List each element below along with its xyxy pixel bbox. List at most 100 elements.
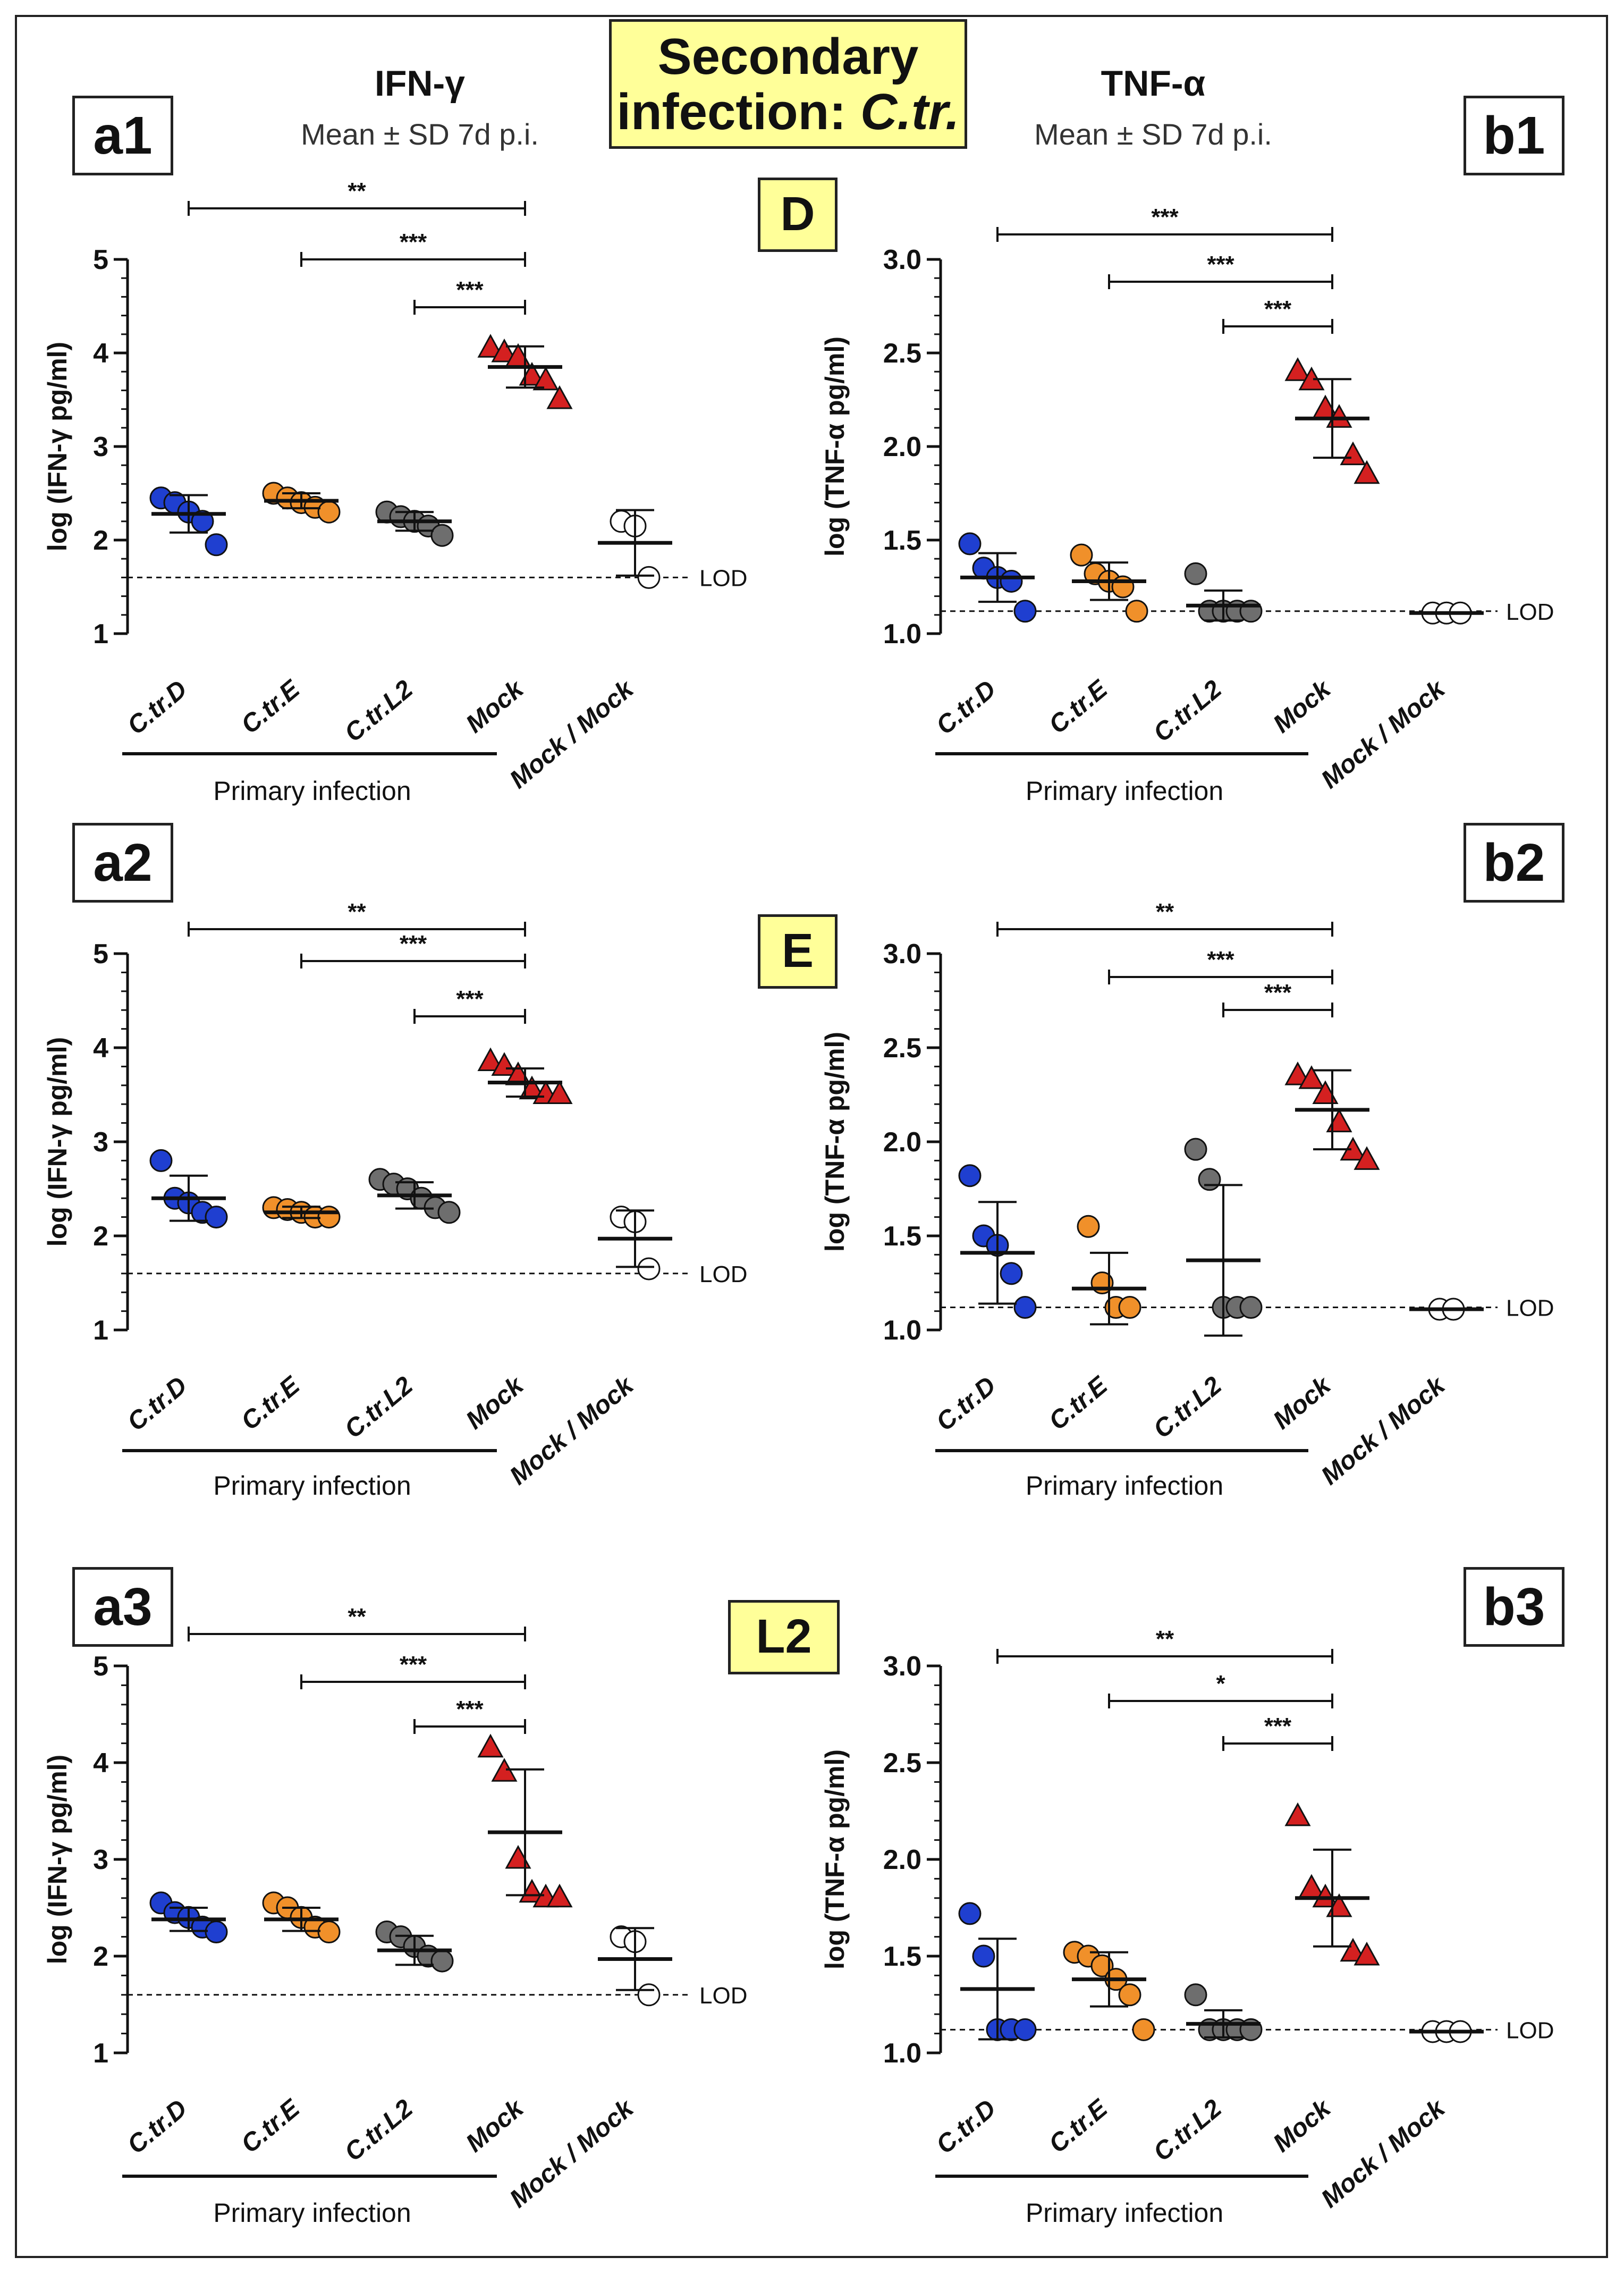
- data-point-triangle: [505, 1845, 531, 1869]
- data-point: [430, 524, 454, 547]
- y-tick-label: 1.0: [883, 619, 921, 650]
- chart-a2: 1 2 3 4 5 log (IFN-γ pg/ml) LOD C.tr.D C.tr.E C.t…: [43, 899, 747, 1501]
- x-category-label: C.tr.L2: [340, 2094, 419, 2167]
- group-label: Primary infection: [213, 2198, 411, 2228]
- x-category-label: C.tr.D: [931, 675, 1001, 740]
- y-tick-label: 3.0: [883, 245, 921, 275]
- panel-label-b1: b1: [1464, 96, 1564, 175]
- y-tick-label: 1: [93, 1315, 108, 1346]
- x-category-label: Mock: [1268, 674, 1337, 738]
- significance-label: *: [1216, 1671, 1225, 1697]
- left-column-subtitle: Mean ± SD 7d p.i.: [301, 117, 539, 151]
- y-tick-label: 2: [93, 1221, 108, 1252]
- data-point: [1090, 1954, 1114, 1977]
- data-point: [972, 1944, 995, 1968]
- panel-label-a3: a3: [72, 1567, 173, 1647]
- panel-label-a2: a2: [72, 823, 173, 903]
- data-point: [1013, 1296, 1037, 1319]
- y-axis-label: log (IFN-γ pg/ml): [43, 1037, 72, 1247]
- chart-a1: 1 2 3 4 5 log (IFN-γ pg/ml) LOD C.tr.D C.tr.E C.t…: [43, 178, 747, 806]
- data-point: [205, 533, 228, 557]
- y-tick-label: 3: [93, 1127, 108, 1158]
- y-axis-label: log (IFN-γ pg/ml): [43, 342, 72, 551]
- lod-label: LOD: [1506, 1295, 1554, 1321]
- chart-b3: 1.0 1.5 2.0 2.5 3.0 log (TNF-α pg/ml) LOD C.tr.…: [820, 1626, 1554, 2228]
- data-point-triangle: [1284, 357, 1311, 381]
- data-point: [1013, 600, 1037, 623]
- y-axis-label: log (IFN-γ pg/ml): [43, 1755, 72, 1964]
- panel-label-a1: a1: [72, 96, 173, 175]
- x-category-label: Mock: [461, 674, 530, 738]
- title-line-2-prefix: infection:: [616, 83, 860, 140]
- significance-label: **: [348, 899, 366, 925]
- title-line-2: infection: C.tr.: [612, 85, 965, 140]
- data-point: [1184, 1138, 1207, 1161]
- data-point-triangle: [1298, 1065, 1325, 1089]
- lod-label: LOD: [699, 1983, 747, 2009]
- data-point-triangle: [532, 366, 559, 391]
- y-tick-label: 2.5: [883, 1033, 921, 1064]
- x-category-label: C.tr.E: [1044, 2094, 1114, 2159]
- data-point: [1184, 1983, 1207, 2007]
- x-category-label: Mock / Mock: [1316, 2093, 1451, 2213]
- lod-label: LOD: [699, 565, 747, 591]
- lod-label: LOD: [699, 1261, 747, 1287]
- y-tick-label: 3: [93, 432, 108, 462]
- data-point: [317, 500, 341, 524]
- y-tick-label: 2: [93, 1941, 108, 1972]
- data-point: [958, 1164, 982, 1187]
- data-point: [958, 532, 982, 555]
- data-point: [1000, 569, 1023, 593]
- y-tick-label: 5: [93, 1651, 108, 1682]
- data-point: [1118, 1983, 1141, 2007]
- significance-label: ***: [1264, 980, 1292, 1006]
- group-label: Primary infection: [1026, 2198, 1223, 2228]
- row-label-d: D: [758, 178, 838, 252]
- data-point-triangle: [546, 1080, 573, 1104]
- data-point: [437, 1201, 461, 1224]
- x-category-label: Mock / Mock: [1316, 1370, 1451, 1490]
- y-tick-label: 2.5: [883, 1748, 921, 1779]
- significance-label: ***: [1151, 204, 1179, 230]
- data-point-triangle: [1298, 1874, 1325, 1898]
- data-point-triangle: [1340, 1938, 1366, 1962]
- row-label-e: E: [758, 914, 838, 989]
- data-point: [1000, 1262, 1023, 1285]
- data-point-triangle: [1326, 1108, 1352, 1133]
- y-tick-label: 2.0: [883, 1845, 921, 1875]
- data-point-triangle: [477, 334, 504, 358]
- data-point: [1125, 600, 1148, 623]
- group-label: Primary infection: [1026, 776, 1223, 806]
- y-tick-label: 1: [93, 619, 108, 650]
- left-column-title: IFN-γ: [375, 63, 465, 104]
- data-point: [205, 1921, 228, 1943]
- data-point-triangle: [1354, 1146, 1380, 1170]
- x-category-label: C.tr.D: [931, 1371, 1001, 1437]
- y-axis-label: log (TNF-α pg/ml): [820, 1032, 850, 1252]
- group-label: Primary infection: [213, 776, 411, 806]
- x-category-label: C.tr.L2: [1148, 2094, 1228, 2167]
- title-line-2-italic: C.tr.: [860, 83, 960, 140]
- data-point: [958, 1902, 982, 1925]
- title-line-1: Secondary: [657, 28, 919, 85]
- significance-label: ***: [1207, 947, 1234, 973]
- x-category-label: Mock: [1268, 1370, 1337, 1435]
- data-point: [430, 1949, 454, 1973]
- figure-frame: [15, 15, 1608, 2258]
- data-point: [1077, 1215, 1100, 1238]
- significance-label: **: [1156, 1626, 1174, 1652]
- x-category-label: C.tr.E: [236, 2094, 306, 2159]
- data-point-triangle: [546, 1883, 573, 1908]
- right-column-subtitle: Mean ± SD 7d p.i.: [1034, 117, 1272, 151]
- x-category-label: Mock: [461, 1370, 530, 1435]
- data-point: [1198, 1168, 1221, 1191]
- panel-label-b2: b2: [1464, 823, 1564, 903]
- y-tick-label: 1.0: [883, 2038, 921, 2069]
- y-tick-label: 5: [93, 245, 108, 275]
- data-point: [317, 1921, 341, 1943]
- significance-label: ***: [456, 277, 484, 303]
- data-point-triangle: [546, 385, 573, 409]
- y-tick-label: 1.5: [883, 1221, 921, 1252]
- x-category-label: C.tr.E: [1044, 1371, 1114, 1436]
- x-category-label: C.tr.L2: [340, 1371, 419, 1444]
